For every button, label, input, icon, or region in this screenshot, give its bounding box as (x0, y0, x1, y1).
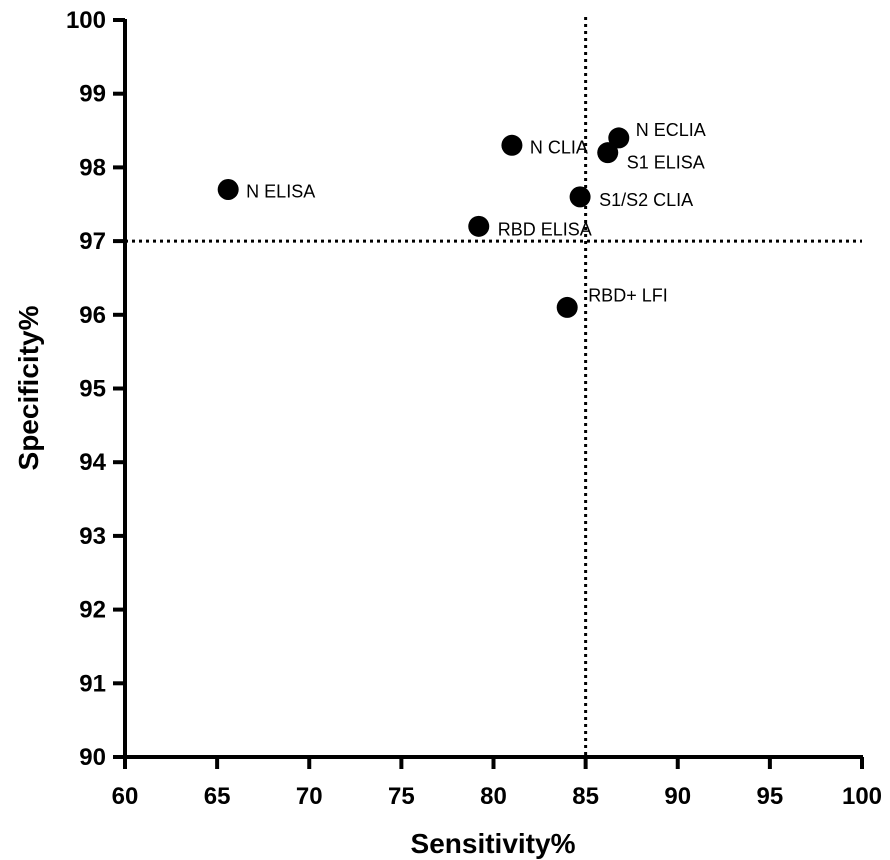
data-point (597, 142, 619, 164)
x-tick-label: 60 (112, 783, 139, 810)
y-tick-label: 100 (66, 7, 106, 34)
y-tick-label: 96 (79, 302, 106, 329)
y-tick-label: 91 (79, 670, 106, 697)
x-tick-label: 95 (757, 783, 784, 810)
reference-lines (125, 17, 862, 757)
axes (113, 18, 864, 769)
point-label: S1 ELISA (627, 153, 705, 173)
point-label: N ELISA (246, 182, 315, 202)
y-tick-label: 99 (79, 81, 106, 108)
x-tick-label: 80 (480, 783, 507, 810)
y-tick-label: 93 (79, 523, 106, 550)
x-tick-label: 100 (842, 783, 882, 810)
x-tick-label: 90 (664, 783, 691, 810)
x-tick-label: 65 (204, 783, 231, 810)
y-tick-label: 92 (79, 597, 106, 624)
y-tick-label: 98 (79, 154, 106, 181)
data-point (556, 296, 578, 318)
y-axis-title: Specificity% (13, 305, 44, 470)
point-label: N ECLIA (636, 120, 706, 140)
x-axis-title: Sensitivity% (411, 828, 576, 859)
data-point (569, 186, 591, 208)
tick-labels: 90 91 92 93 94 95 96 97 98 99 100 60 65 70 75 80 85 90 95 1… (66, 7, 882, 810)
point-label: RBD+ LFI (588, 285, 668, 305)
y-tick-label: 97 (79, 228, 106, 255)
data-point (501, 134, 523, 156)
y-tick-label: 94 (79, 449, 106, 476)
y-tick-label: 90 (79, 744, 106, 771)
point-label: S1/S2 CLIA (599, 190, 693, 210)
data-point (608, 127, 630, 149)
x-tick-label: 75 (388, 783, 415, 810)
data-point (217, 179, 239, 201)
x-tick-label: 70 (296, 783, 323, 810)
x-tick-label: 85 (572, 783, 599, 810)
data-point (468, 215, 490, 237)
point-label: RBD ELISA (498, 219, 592, 239)
point-label: N CLIA (530, 137, 588, 157)
data-points: N ELISA N CLIA N ECLIA S1 ELISA S1/S2 CLIA RB… (217, 120, 706, 318)
y-tick-label: 95 (79, 376, 106, 403)
